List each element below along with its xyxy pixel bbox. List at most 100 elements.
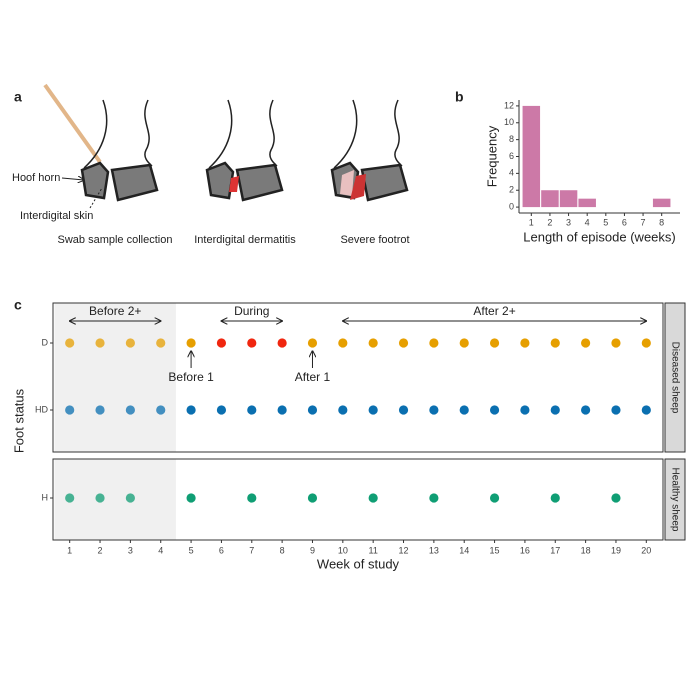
y-tick-label: 12 bbox=[504, 100, 514, 110]
dot bbox=[641, 338, 651, 348]
dot bbox=[550, 338, 560, 348]
dot bbox=[247, 338, 257, 348]
dot bbox=[611, 405, 621, 415]
dot bbox=[459, 405, 469, 415]
x-tick-label: 4 bbox=[585, 217, 590, 227]
y-axis-label: Foot status bbox=[11, 388, 26, 453]
hoof-illustration bbox=[80, 99, 159, 202]
part-label: Hoof horn bbox=[12, 172, 60, 184]
facet-label: Healthy sheep bbox=[669, 468, 680, 532]
dot bbox=[65, 405, 75, 415]
dot bbox=[95, 493, 105, 503]
swab bbox=[43, 83, 102, 164]
annotation: Before 1 bbox=[168, 370, 214, 384]
dot bbox=[520, 338, 530, 348]
x-tick-label: 19 bbox=[611, 545, 621, 555]
x-tick-label: 7 bbox=[249, 545, 254, 555]
x-tick-label: 10 bbox=[338, 545, 348, 555]
annotation: Before 2+ bbox=[89, 304, 141, 318]
bar bbox=[559, 190, 578, 208]
panel-label: a bbox=[14, 89, 22, 105]
x-tick-label: 6 bbox=[622, 217, 627, 227]
x-tick-label: 2 bbox=[547, 217, 552, 227]
dot bbox=[641, 405, 651, 415]
hoof-illustration bbox=[205, 99, 284, 202]
dot bbox=[429, 405, 439, 415]
x-tick-label: 6 bbox=[219, 545, 224, 555]
dot bbox=[489, 405, 500, 415]
facet-frame bbox=[52, 458, 664, 541]
dot bbox=[429, 338, 439, 348]
dot bbox=[611, 493, 621, 503]
x-tick-label: 3 bbox=[566, 217, 571, 227]
x-tick-label: 8 bbox=[659, 217, 664, 227]
x-tick-label: 11 bbox=[369, 545, 378, 555]
dot bbox=[581, 405, 591, 415]
y-tick-label: HD bbox=[35, 404, 48, 414]
dot bbox=[156, 338, 166, 348]
y-tick-label: 6 bbox=[509, 151, 514, 161]
dot bbox=[307, 493, 318, 503]
caption: Severe footrot bbox=[340, 234, 409, 246]
dot bbox=[95, 338, 105, 348]
x-tick-label: 14 bbox=[459, 545, 469, 555]
dot bbox=[489, 493, 500, 503]
x-tick-label: 8 bbox=[280, 545, 285, 555]
caption: Interdigital dermatitis bbox=[194, 234, 296, 246]
panel-label: b bbox=[455, 89, 464, 105]
x-tick-label: 20 bbox=[641, 545, 651, 555]
dot bbox=[125, 338, 135, 348]
x-axis-label: Length of episode (weeks) bbox=[523, 229, 675, 244]
dot bbox=[65, 338, 75, 348]
x-tick-label: 16 bbox=[520, 545, 530, 555]
dot bbox=[277, 405, 287, 415]
y-tick-label: H bbox=[42, 492, 49, 502]
annotation: After 2+ bbox=[473, 304, 515, 318]
dot bbox=[338, 338, 348, 348]
x-tick-label: 9 bbox=[310, 545, 315, 555]
shade-overlay bbox=[54, 460, 176, 539]
dot bbox=[307, 405, 318, 415]
shade bbox=[54, 303, 176, 452]
x-tick-label: 13 bbox=[429, 545, 439, 555]
facet-strip bbox=[664, 302, 686, 453]
dot bbox=[459, 338, 469, 348]
y-tick-label: 0 bbox=[509, 201, 514, 211]
bar bbox=[541, 190, 559, 208]
dot bbox=[520, 405, 530, 415]
shade bbox=[54, 459, 176, 540]
y-tick-label: 8 bbox=[509, 134, 514, 144]
dot bbox=[429, 493, 439, 503]
x-tick-label: 17 bbox=[550, 545, 560, 555]
y-tick-label: 2 bbox=[509, 185, 514, 195]
y-tick-label: 4 bbox=[509, 168, 514, 178]
y-tick-label: 10 bbox=[504, 117, 514, 127]
dot bbox=[125, 493, 135, 503]
x-tick-label: 5 bbox=[603, 217, 608, 227]
y-axis-label: Frequency bbox=[484, 125, 499, 187]
dot bbox=[489, 338, 500, 348]
facet-frame bbox=[52, 302, 664, 453]
facet-strip bbox=[664, 458, 686, 541]
hoof-illustration bbox=[330, 99, 409, 202]
dot bbox=[216, 405, 227, 415]
dot bbox=[398, 338, 409, 348]
dot bbox=[216, 338, 227, 348]
part-label: Interdigital skin bbox=[20, 210, 93, 222]
dot bbox=[611, 338, 621, 348]
x-tick-label: 3 bbox=[128, 545, 133, 555]
x-axis-label: Week of study bbox=[317, 556, 400, 571]
y-tick-label: D bbox=[42, 337, 49, 347]
x-tick-label: 2 bbox=[98, 545, 103, 555]
bar bbox=[652, 198, 671, 208]
annotation: After 1 bbox=[295, 370, 331, 384]
x-tick-label: 4 bbox=[158, 545, 163, 555]
dot bbox=[186, 405, 196, 415]
dot bbox=[581, 338, 591, 348]
panel-label: c bbox=[14, 297, 22, 313]
dot bbox=[186, 338, 196, 348]
bar bbox=[522, 105, 541, 208]
annotation: During bbox=[234, 304, 269, 318]
dot bbox=[186, 493, 196, 503]
